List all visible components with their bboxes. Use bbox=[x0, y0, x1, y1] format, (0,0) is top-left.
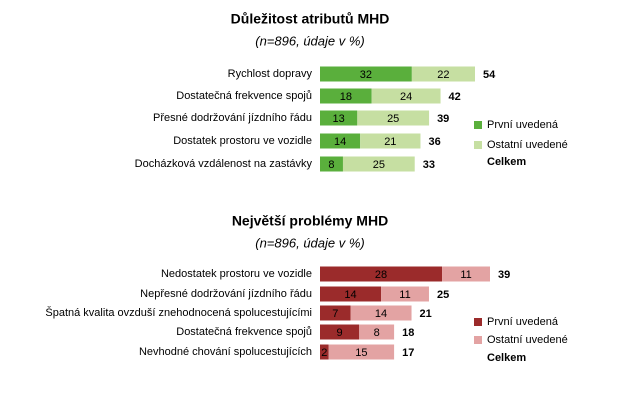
bar bbox=[381, 286, 429, 302]
bar bbox=[360, 133, 421, 149]
value-label: 2 bbox=[321, 347, 327, 359]
category-label: Dostatečná frekvence spojů bbox=[176, 326, 312, 338]
value-label: 14 bbox=[375, 308, 387, 320]
bar bbox=[359, 324, 395, 340]
bar bbox=[320, 66, 412, 82]
category-label: Docházková vzdálenost na zastávky bbox=[135, 158, 313, 170]
bar bbox=[320, 156, 343, 172]
bar bbox=[328, 344, 395, 360]
value-label: 25 bbox=[387, 113, 399, 125]
category-label: Nepřesné dodržování jízdního řádu bbox=[140, 288, 312, 300]
value-label: 7 bbox=[332, 308, 338, 320]
total-label: 36 bbox=[428, 136, 440, 148]
bar bbox=[320, 110, 358, 126]
value-label: 9 bbox=[337, 327, 343, 339]
legend-marker bbox=[474, 336, 482, 344]
chart-subtitle: (n=896, údaje v %) bbox=[255, 235, 364, 250]
value-label: 18 bbox=[340, 91, 352, 103]
legend-label: Ostatní uvedené bbox=[487, 139, 568, 151]
total-label: 54 bbox=[483, 69, 496, 81]
category-label: Špatná kvalita ovzduší znehodnocená spol… bbox=[45, 306, 312, 319]
legend-label: Ostatní uvedené bbox=[487, 334, 568, 346]
value-label: 8 bbox=[328, 159, 334, 171]
bar bbox=[320, 305, 351, 321]
value-label: 14 bbox=[334, 136, 346, 148]
total-label: 25 bbox=[437, 289, 449, 301]
category-label: Dostatečná frekvence spojů bbox=[176, 90, 312, 102]
total-label: 18 bbox=[402, 327, 414, 339]
bar bbox=[320, 286, 382, 302]
total-label: 42 bbox=[449, 91, 461, 103]
bar bbox=[320, 133, 361, 149]
total-label: 21 bbox=[420, 308, 432, 320]
value-label: 13 bbox=[333, 113, 345, 125]
value-label: 25 bbox=[373, 159, 385, 171]
chart-title: Největší problémy MHD bbox=[232, 213, 388, 229]
bar bbox=[320, 88, 372, 104]
category-label: Přesné dodržování jízdního řádu bbox=[153, 112, 312, 124]
bar bbox=[320, 344, 329, 360]
value-label: 32 bbox=[360, 69, 372, 81]
bar bbox=[442, 266, 490, 282]
category-label: Dostatek prostoru ve vozidle bbox=[173, 135, 312, 147]
value-label: 28 bbox=[375, 269, 387, 281]
bar bbox=[342, 156, 415, 172]
category-label: Nevhodné chování spolucestujících bbox=[139, 346, 312, 358]
value-label: 24 bbox=[400, 91, 412, 103]
category-label: Rychlost dopravy bbox=[228, 68, 313, 80]
value-label: 14 bbox=[344, 289, 356, 301]
bar bbox=[357, 110, 430, 126]
bar bbox=[350, 305, 412, 321]
value-label: 22 bbox=[437, 69, 449, 81]
value-label: 8 bbox=[374, 327, 380, 339]
legend-label: Celkem bbox=[487, 156, 526, 168]
chart-title: Důležitost atributů MHD bbox=[231, 11, 390, 27]
bar bbox=[320, 324, 360, 340]
total-label: 17 bbox=[402, 347, 414, 359]
bar bbox=[411, 66, 475, 82]
legend-label: Celkem bbox=[487, 352, 526, 364]
chart-subtitle: (n=896, údaje v %) bbox=[255, 33, 364, 48]
total-label: 33 bbox=[423, 159, 435, 171]
total-label: 39 bbox=[498, 269, 510, 281]
category-label: Nedostatek prostoru ve vozidle bbox=[161, 268, 312, 280]
value-label: 15 bbox=[355, 347, 367, 359]
value-label: 21 bbox=[384, 136, 396, 148]
legend-marker bbox=[474, 318, 482, 326]
bar bbox=[371, 88, 441, 104]
legend-label: První uvedená bbox=[487, 119, 559, 131]
bar bbox=[320, 266, 443, 282]
legend-marker bbox=[474, 121, 482, 129]
value-label: 11 bbox=[399, 289, 410, 301]
legend-label: První uvedená bbox=[487, 316, 559, 328]
legend-marker bbox=[474, 141, 482, 149]
value-label: 11 bbox=[460, 269, 471, 281]
total-label: 39 bbox=[437, 113, 449, 125]
